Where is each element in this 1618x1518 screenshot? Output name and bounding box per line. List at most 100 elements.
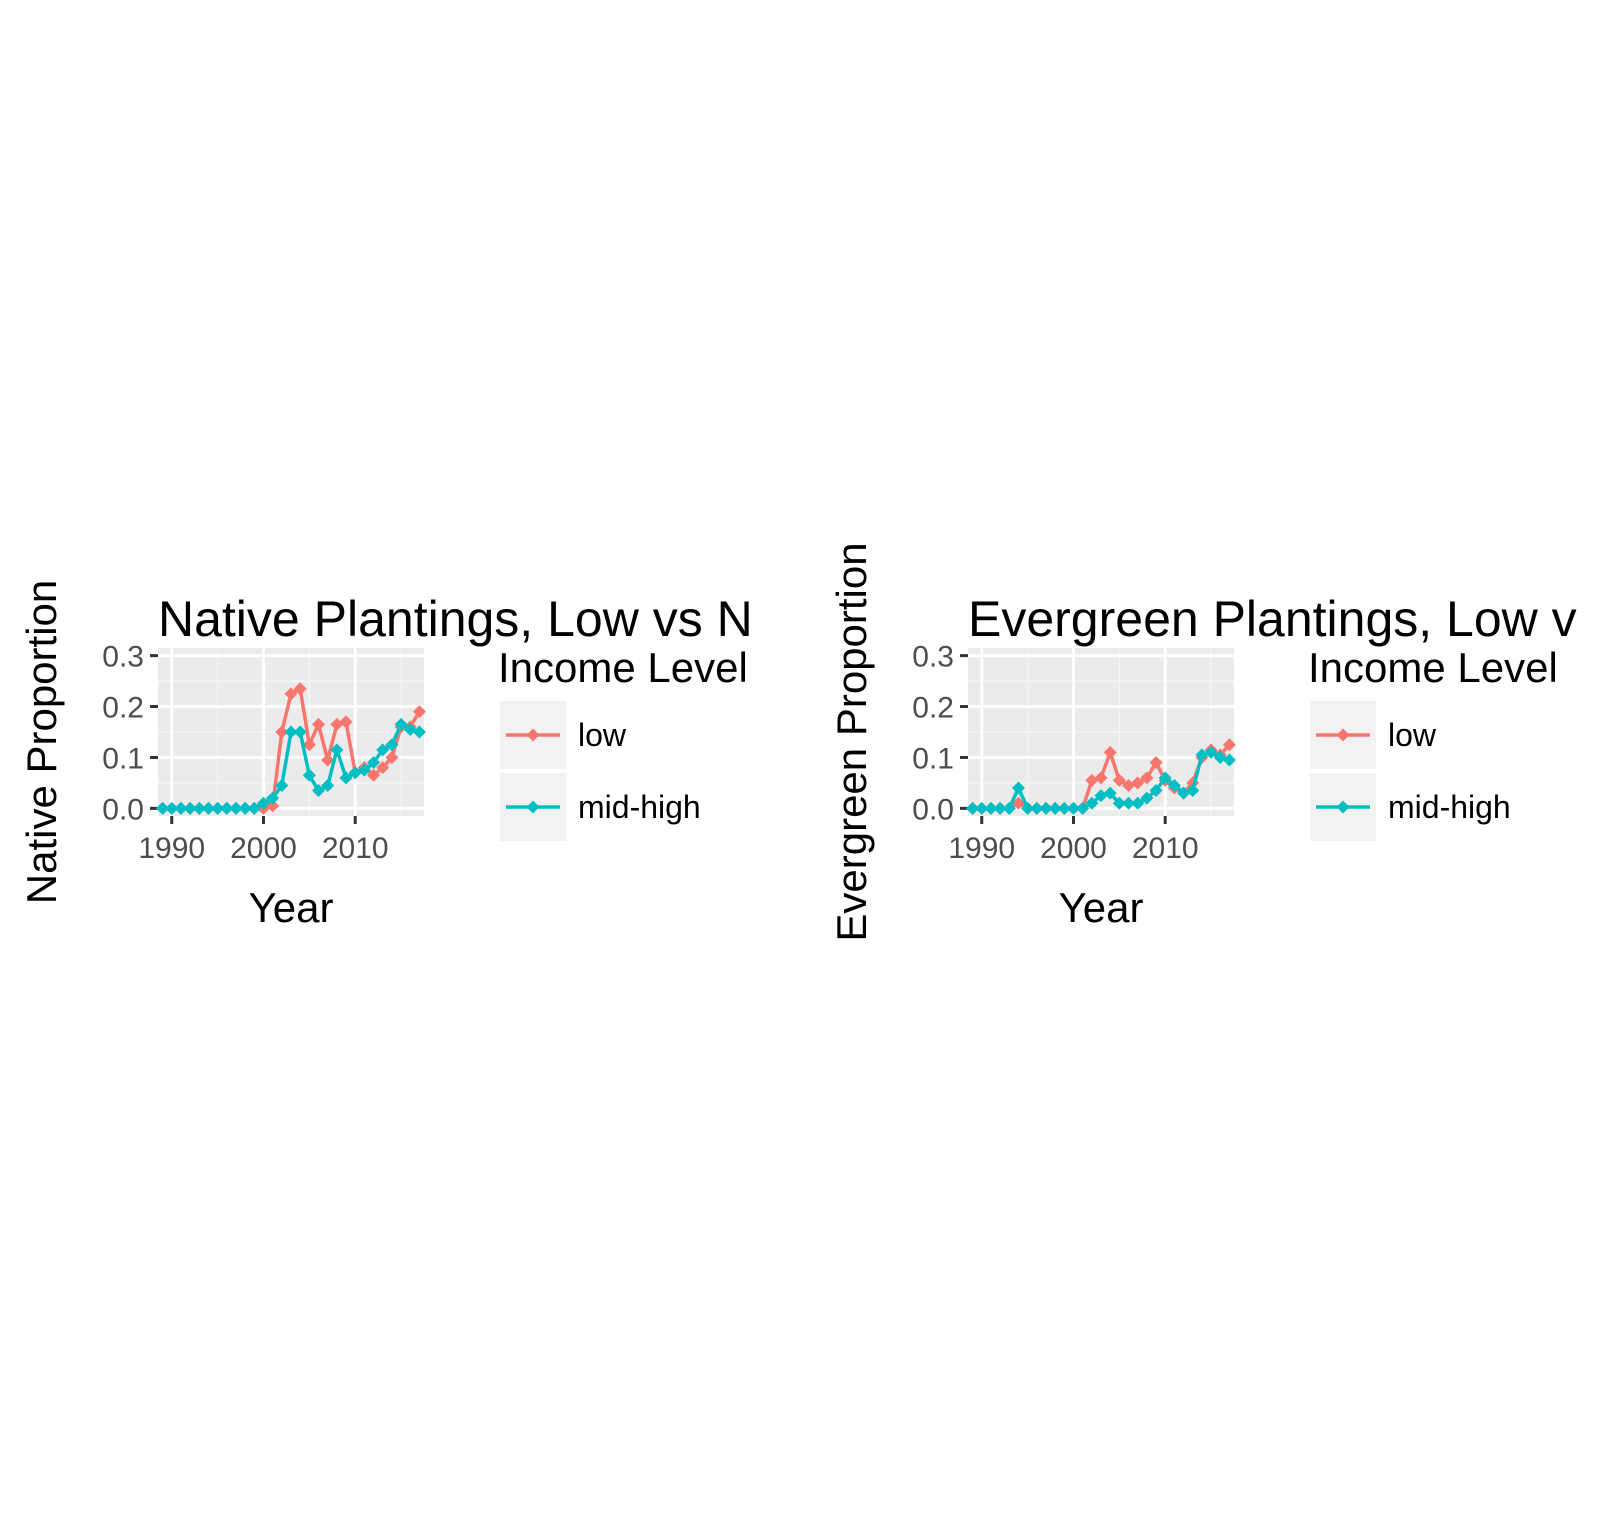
data-point-mid-high xyxy=(256,796,270,810)
legend-label: mid-high xyxy=(1388,789,1511,825)
data-point-low xyxy=(1131,776,1145,790)
data-point-mid-high xyxy=(165,801,179,815)
data-point-mid-high xyxy=(1122,796,1136,810)
data-point-low xyxy=(1085,773,1099,787)
data-point-low xyxy=(1149,756,1163,770)
legend-key-point xyxy=(1336,728,1350,742)
y-axis-title: Native Proportion xyxy=(18,580,65,905)
data-point-mid-high xyxy=(1076,801,1090,815)
data-point-mid-high xyxy=(357,763,371,777)
data-point-mid-high xyxy=(1204,745,1218,759)
data-point-mid-high xyxy=(1195,748,1209,762)
data-point-mid-high xyxy=(1048,801,1062,815)
data-point-mid-high xyxy=(220,801,234,815)
data-point-low xyxy=(1222,738,1236,752)
data-point-low xyxy=(312,717,326,731)
data-point-low xyxy=(1122,778,1136,792)
chart-1: Native Plantings, Low vs N 0.0 0.1 0.2 0.3 19… xyxy=(18,580,753,931)
data-point-low xyxy=(385,750,399,764)
data-point-mid-high xyxy=(376,743,390,757)
y-tick-label: 0.1 xyxy=(102,742,144,775)
data-point-low xyxy=(1094,771,1108,785)
data-point-mid-high xyxy=(1186,784,1200,798)
data-point-mid-high xyxy=(1131,796,1145,810)
data-point-mid-high xyxy=(367,756,381,770)
data-point-mid-high xyxy=(394,717,408,731)
data-point-low xyxy=(284,687,298,701)
data-point-low xyxy=(1103,745,1117,759)
legend-key-point xyxy=(526,728,540,742)
data-point-mid-high xyxy=(275,778,289,792)
data-point-mid-high xyxy=(1094,789,1108,803)
data-point-mid-high xyxy=(1149,784,1163,798)
data-point-low xyxy=(302,738,316,752)
data-point-mid-high xyxy=(321,778,335,792)
data-point-mid-high xyxy=(156,801,170,815)
data-point-mid-high xyxy=(229,801,243,815)
data-point-low xyxy=(266,799,280,813)
data-point-mid-high xyxy=(238,801,252,815)
y-tick-label: 0.3 xyxy=(912,641,954,674)
data-point-mid-high xyxy=(1066,801,1080,815)
legend-label: low xyxy=(578,717,627,753)
y-tick-label: 0.2 xyxy=(102,692,144,725)
legend-label: mid-high xyxy=(578,789,701,825)
data-point-mid-high xyxy=(984,801,998,815)
data-point-low xyxy=(1140,771,1154,785)
data-point-low xyxy=(321,753,335,767)
chart-title: Evergreen Plantings, Low v xyxy=(968,591,1577,647)
y-axis-title: Evergreen Proportion xyxy=(828,542,875,941)
data-point-low xyxy=(1011,796,1025,810)
legend-label: low xyxy=(1388,717,1437,753)
x-tick-label: 2010 xyxy=(322,832,389,865)
data-point-mid-high xyxy=(348,766,362,780)
x-tick-label: 1990 xyxy=(948,832,1015,865)
legend-title: Income Level xyxy=(1308,644,1558,691)
data-point-mid-high xyxy=(201,801,215,815)
data-point-mid-high xyxy=(975,801,989,815)
data-point-mid-high xyxy=(403,722,417,736)
legend-title: Income Level xyxy=(498,644,748,691)
data-point-mid-high xyxy=(1057,801,1071,815)
data-point-mid-high xyxy=(1177,786,1191,800)
data-point-mid-high xyxy=(293,725,307,739)
data-point-mid-high xyxy=(1167,778,1181,792)
x-tick-label: 2000 xyxy=(1040,832,1107,865)
data-point-low xyxy=(412,705,426,719)
y-tick-label: 0.3 xyxy=(102,641,144,674)
data-point-mid-high xyxy=(385,738,399,752)
data-point-mid-high xyxy=(1140,791,1154,805)
y-tick-label: 0.0 xyxy=(912,793,954,826)
data-point-low xyxy=(376,761,390,775)
data-point-low xyxy=(275,725,289,739)
y-tick-label: 0.1 xyxy=(912,742,954,775)
data-point-mid-high xyxy=(211,801,225,815)
x-axis-title: Year xyxy=(1059,884,1144,931)
x-tick-label: 1990 xyxy=(138,832,205,865)
data-point-mid-high xyxy=(1213,750,1227,764)
data-point-low xyxy=(330,717,344,731)
data-point-mid-high xyxy=(339,771,353,785)
x-tick-label: 2010 xyxy=(1132,832,1199,865)
data-point-mid-high xyxy=(192,801,206,815)
legend-key-point xyxy=(1336,800,1350,814)
data-point-mid-high xyxy=(1021,801,1035,815)
chart-title: Native Plantings, Low vs N xyxy=(158,591,753,647)
legend-key-point xyxy=(526,800,540,814)
y-tick-label: 0.2 xyxy=(912,692,954,725)
data-point-mid-high xyxy=(1222,753,1236,767)
data-point-mid-high xyxy=(1112,796,1126,810)
data-point-mid-high xyxy=(993,801,1007,815)
x-tick-label: 2000 xyxy=(230,832,297,865)
data-point-mid-high xyxy=(1011,781,1025,795)
x-axis-title: Year xyxy=(249,884,334,931)
data-point-mid-high xyxy=(1039,801,1053,815)
chart-2: Evergreen Plantings, Low v 0.0 0.1 0.2 0.3 19… xyxy=(828,542,1577,941)
data-point-mid-high xyxy=(1158,771,1172,785)
data-point-mid-high xyxy=(183,801,197,815)
data-point-mid-high xyxy=(302,768,316,782)
data-point-mid-high xyxy=(247,801,261,815)
data-point-mid-high xyxy=(966,801,980,815)
data-point-low xyxy=(339,715,353,729)
